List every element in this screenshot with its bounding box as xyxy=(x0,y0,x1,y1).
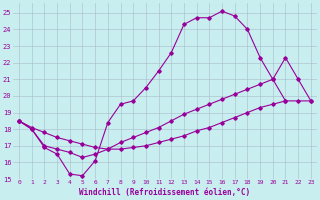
X-axis label: Windchill (Refroidissement éolien,°C): Windchill (Refroidissement éolien,°C) xyxy=(79,188,251,197)
